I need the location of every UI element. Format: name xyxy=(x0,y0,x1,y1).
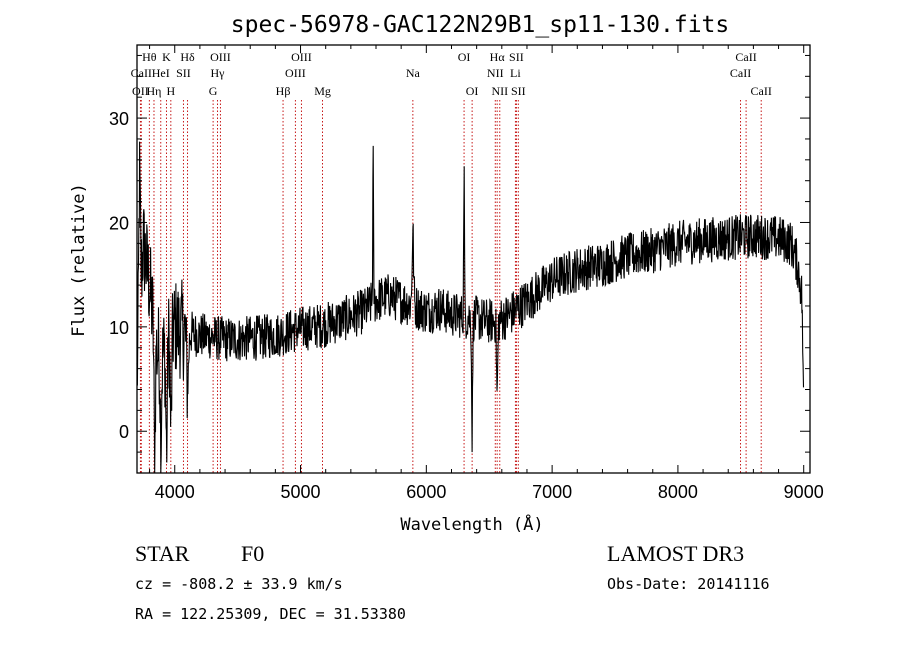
spectral-line-label: K xyxy=(162,50,171,64)
spectral-line-label: CaII xyxy=(751,84,772,98)
object-class: STAR xyxy=(135,541,190,566)
spectral-line-label: OI xyxy=(458,50,471,64)
spectral-line-label: Hη xyxy=(147,84,162,98)
spectral-line-label: Mg xyxy=(314,84,331,98)
spectrum-line xyxy=(136,141,805,474)
x-tick-label: 7000 xyxy=(532,482,572,502)
spectral-line-label: Hβ xyxy=(276,84,291,98)
spectral-line-label: Hθ xyxy=(142,50,157,64)
spectral-line-label: OIII xyxy=(291,50,312,64)
spectral-line-label: Hγ xyxy=(211,66,226,80)
y-axis-label: Flux (relative) xyxy=(69,183,89,337)
subclass: F0 xyxy=(241,541,264,566)
x-tick-label: 9000 xyxy=(784,482,824,502)
y-tick-label: 30 xyxy=(109,109,129,129)
x-tick-label: 4000 xyxy=(155,482,195,502)
x-tick-label: 8000 xyxy=(658,482,698,502)
spectral-line-label: Na xyxy=(406,66,421,80)
spectral-line-label: Li xyxy=(510,66,521,80)
spectral-line-label: NII xyxy=(491,84,508,98)
redshift-readout: cz = -808.2 ± 33.9 km/s xyxy=(135,575,343,593)
spectral-line-label: SII xyxy=(511,84,526,98)
spectral-line-label: G xyxy=(209,84,218,98)
spectral-line-label: NII xyxy=(487,66,504,80)
x-axis-ticks: 4000 5000 6000 7000 8000 9000 xyxy=(149,45,824,502)
spectral-line-label: CaII xyxy=(735,50,756,64)
spectral-line-label: Hδ xyxy=(180,50,195,64)
spectral-line-label: OI xyxy=(466,84,479,98)
spectral-line-label: OIII xyxy=(210,50,231,64)
spectral-line-label: Hα xyxy=(490,50,506,64)
obs-date: Obs-Date: 20141116 xyxy=(607,575,770,593)
plot-frame xyxy=(136,44,811,474)
spectral-line-label: H xyxy=(167,84,176,98)
spectral-line-label: OII xyxy=(132,84,149,98)
spectral-line-label: CaII xyxy=(730,66,751,80)
y-tick-label: 20 xyxy=(109,213,129,233)
chart-title: spec-56978-GAC122N29B1_sp11-130.fits xyxy=(231,12,730,38)
y-tick-label: 10 xyxy=(109,318,129,338)
x-tick-label: 6000 xyxy=(406,482,446,502)
spectral-line-label: SII xyxy=(509,50,524,64)
survey-name: LAMOST DR3 xyxy=(607,541,744,566)
y-tick-label: 0 xyxy=(119,422,129,442)
spectral-line-markers xyxy=(139,100,762,473)
spectral-line-label: OIII xyxy=(285,66,306,80)
x-tick-label: 5000 xyxy=(281,482,321,502)
spectral-line-label: HeI xyxy=(152,66,170,80)
spectral-line-label: SII xyxy=(176,66,191,80)
spectral-line-label: CaII xyxy=(131,66,152,80)
x-axis-label: Wavelength (Å) xyxy=(400,513,543,535)
y-axis-ticks: 0 10 20 30 xyxy=(109,54,810,453)
coordinates: RA = 122.25309, DEC = 31.53380 xyxy=(135,605,406,623)
